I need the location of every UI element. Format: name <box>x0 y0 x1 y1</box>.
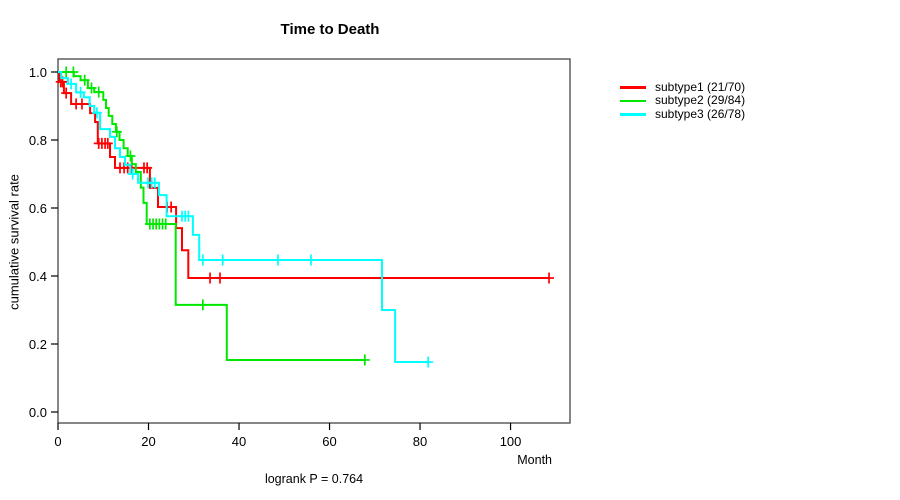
x-tick-label-0: 0 <box>54 434 62 449</box>
x-tick-label-20: 20 <box>141 434 156 449</box>
legend-item-subtype3: subtype3 (26/78) <box>620 106 746 121</box>
legend-line-subtype1 <box>620 86 646 89</box>
plot-border <box>57 58 571 424</box>
y-tick-label-1.0: 1.0 <box>28 64 47 80</box>
y-axis-title: cumulative survival rate <box>6 174 22 310</box>
legend-label-subtype2: subtype2 (29/84) <box>655 93 746 108</box>
legend-label-subtype1: subtype1 (21/70) <box>655 80 746 94</box>
y-tick-label-0.8: 0.8 <box>28 132 47 148</box>
logrank-pvalue: logrank P = 0.764 <box>264 472 364 486</box>
y-tick-label-0.2: 0.2 <box>28 336 47 352</box>
y-tick-label-0.4: 0.4 <box>28 268 47 284</box>
x-tick-label-80: 80 <box>412 434 428 449</box>
legend: subtype1 (21/70) subtype2 (29/84) subtyp… <box>620 80 746 121</box>
y-tick-label-0.0: 0.0 <box>28 404 47 420</box>
x-tick-label-100: 100 <box>499 434 522 449</box>
legend-line-subtype3 <box>620 113 646 116</box>
survival-curve-subtype2 <box>58 71 365 361</box>
legend-label-subtype3: subtype3 (26/78) <box>655 106 746 121</box>
x-tick-label-40: 40 <box>231 434 247 449</box>
legend-item-subtype1: subtype1 (21/70) <box>620 80 746 94</box>
survival-curve-subtype3 <box>58 71 429 363</box>
x-tick-label-60: 60 <box>322 434 337 449</box>
chart-title: Time to Death <box>280 21 380 38</box>
legend-item-subtype2: subtype2 (29/84) <box>620 93 746 108</box>
x-axis-title: Month <box>517 453 552 467</box>
legend-line-subtype2 <box>620 99 646 103</box>
y-tick-label-0.6: 0.6 <box>28 200 47 216</box>
